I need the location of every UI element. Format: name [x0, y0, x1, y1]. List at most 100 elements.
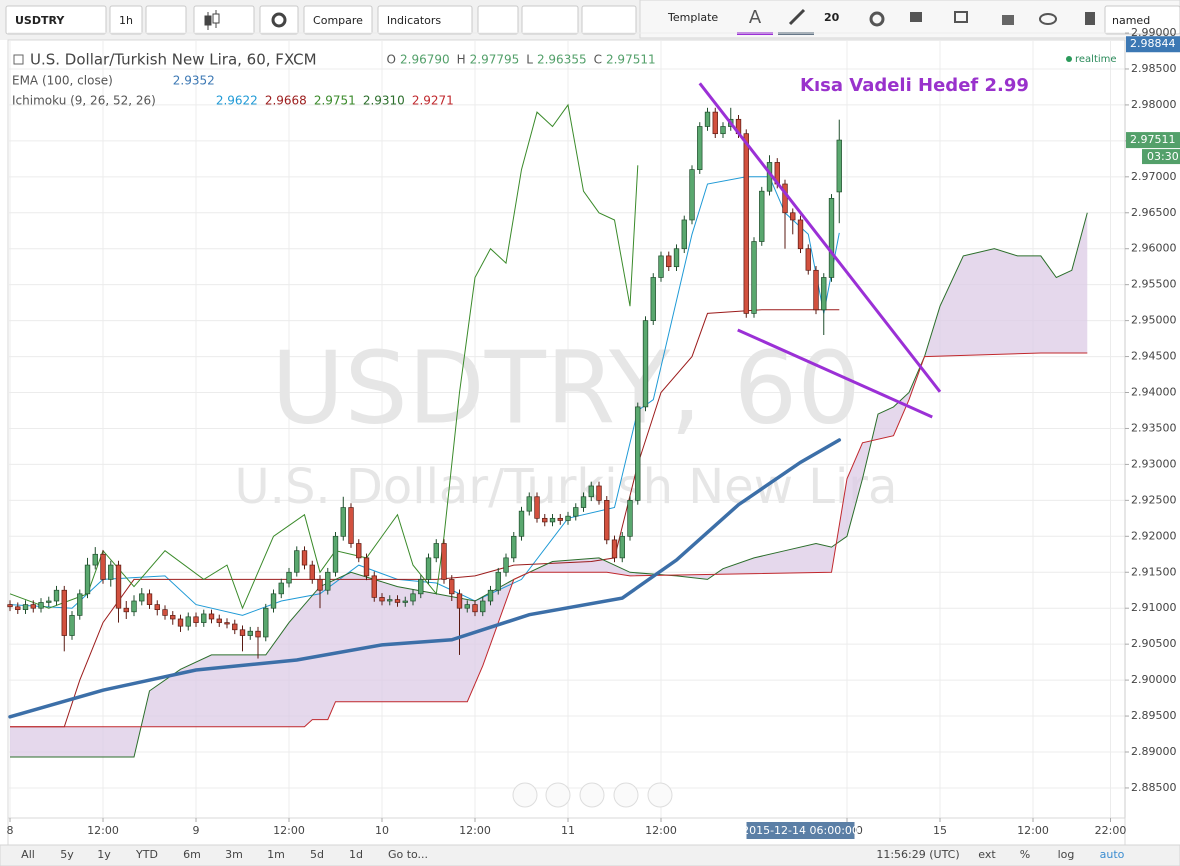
symbol-box[interactable]: [5, 5, 107, 35]
range-button[interactable]: 5d: [310, 848, 324, 861]
candle-body: [115, 564, 122, 609]
alert-button[interactable]: [477, 5, 519, 35]
gear-icon: [271, 12, 287, 28]
bulb-button[interactable]: [521, 5, 579, 35]
undo-redo[interactable]: [581, 5, 637, 35]
candle-body: [224, 622, 230, 625]
interval-menu[interactable]: [145, 5, 187, 35]
candle-body: [232, 623, 238, 631]
y-tick-label: 2.97000: [1131, 170, 1177, 183]
lock-icon[interactable]: [1002, 15, 1014, 25]
candle-body: [720, 126, 726, 135]
candle-body: [805, 248, 811, 271]
candle-body: [154, 604, 160, 610]
candle-body: [611, 539, 618, 559]
candle-body: [828, 198, 835, 278]
range-button[interactable]: 1d: [349, 848, 363, 861]
candle-body: [751, 241, 757, 314]
candle-body: [480, 600, 486, 613]
compare: Compare: [313, 14, 363, 27]
y-tick-label: 2.99000: [1131, 26, 1177, 39]
range-button[interactable]: 5y: [60, 848, 74, 861]
collapse-icon[interactable]: [13, 54, 24, 65]
candle-body: [790, 212, 796, 221]
x-tick-label: 10: [375, 824, 389, 837]
ohlc-value: 2.96355: [537, 53, 587, 67]
range-button[interactable]: 1y: [97, 848, 111, 861]
candle-body: [697, 126, 703, 170]
candle-body: [239, 629, 246, 636]
countdown-box: [1142, 149, 1180, 165]
candle-body: [542, 517, 548, 523]
toggle-button[interactable]: auto: [1100, 848, 1125, 861]
toggle-button[interactable]: %: [1020, 848, 1030, 861]
range-button[interactable]: 1m: [267, 848, 285, 861]
ohlc-value: 2.97511: [606, 53, 656, 67]
candle-body: [286, 571, 292, 584]
x-tick-label: 15: [933, 824, 947, 837]
candle-body: [255, 630, 261, 638]
candle-body: [573, 507, 579, 517]
indicators-button[interactable]: [377, 5, 473, 35]
chart-style-button[interactable]: [193, 5, 255, 35]
ema-line: [8, 438, 842, 719]
candle-body: [139, 593, 145, 602]
scroll-buttons[interactable]: [512, 782, 673, 808]
candle-body: [387, 599, 393, 602]
candle-body: [472, 604, 478, 613]
trend-line: [698, 82, 942, 393]
ohlc-value: 2.96790: [400, 53, 450, 67]
candle-body: [53, 589, 60, 602]
x-tick-label: 12:00: [459, 824, 491, 837]
range-button[interactable]: 3m: [225, 848, 243, 861]
candle-body: [131, 600, 137, 613]
toggle-button[interactable]: log: [1058, 848, 1075, 861]
font-size[interactable]: 20: [824, 11, 840, 24]
goto[interactable]: Go to...: [388, 848, 428, 861]
candle-body: [201, 613, 207, 623]
candle-body: [146, 593, 153, 605]
y-tick-label: 2.95000: [1131, 314, 1177, 327]
layer-icon[interactable]: [910, 12, 922, 22]
range-button[interactable]: YTD: [135, 848, 158, 861]
candle-icon: [204, 10, 220, 30]
candle-body: [712, 111, 718, 135]
candle-body: [650, 277, 656, 321]
candle-body: [689, 169, 695, 221]
compare-button[interactable]: [303, 5, 373, 35]
y-tick-label: 2.91500: [1131, 565, 1177, 578]
countdown: 03:30: [1147, 150, 1179, 163]
clone-icon[interactable]: [954, 11, 968, 23]
range-button[interactable]: All: [21, 848, 35, 861]
layout-button[interactable]: [1104, 5, 1180, 35]
x-tick-label: 12:00: [1017, 824, 1049, 837]
series: [7, 82, 1088, 758]
trash-icon[interactable]: [1085, 12, 1095, 25]
x-tick-label: 11: [561, 824, 575, 837]
candle-body: [456, 593, 463, 609]
y-tick-label: 2.92000: [1131, 529, 1177, 542]
range-button[interactable]: 6m: [183, 848, 201, 861]
interval-button[interactable]: [109, 5, 143, 35]
candle-body: [673, 248, 680, 268]
candle-body: [325, 571, 331, 591]
candle-body: [77, 593, 83, 616]
candle-body: [30, 604, 36, 609]
candle-body: [410, 593, 416, 602]
toggle-button[interactable]: ext: [978, 848, 996, 861]
crosshair-label-box: [746, 822, 855, 839]
indicator-name: EMA (100, close): [12, 74, 113, 88]
y-tick-label: 2.90500: [1131, 637, 1177, 650]
eye-icon[interactable]: [1039, 13, 1057, 25]
y-tick-label: 2.90000: [1131, 673, 1177, 686]
time-axis: [7, 817, 1126, 846]
candle-body: [433, 543, 439, 559]
template[interactable]: Template: [667, 11, 718, 24]
price-marker: [1126, 36, 1180, 53]
candle-body: [588, 485, 594, 498]
candle-body: [371, 575, 377, 598]
layout-name: named: [1112, 14, 1150, 27]
settings-button[interactable]: [259, 5, 299, 35]
candle-body: [22, 604, 29, 610]
text-tool[interactable]: A: [749, 7, 762, 28]
